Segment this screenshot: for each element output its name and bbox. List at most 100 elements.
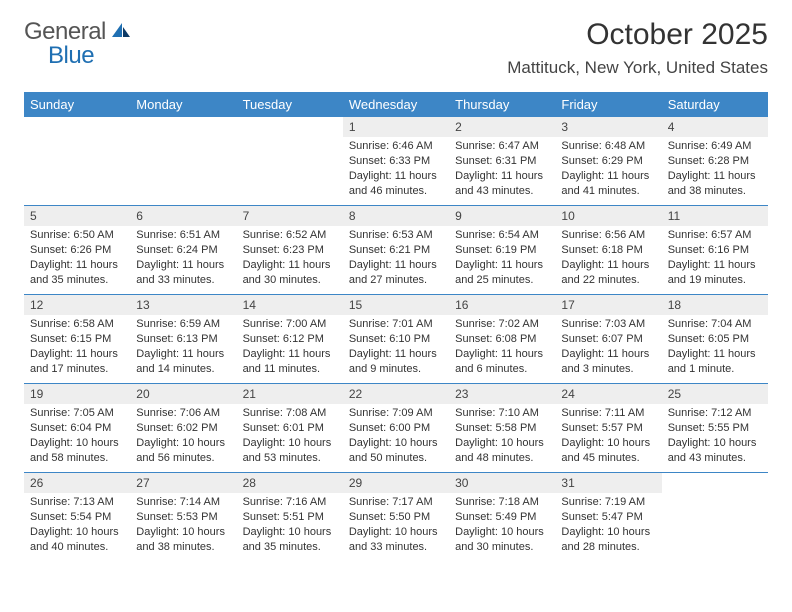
logo: General Blue [24,18,134,46]
day-cell: 17Sunrise: 7:03 AMSunset: 6:07 PMDayligh… [555,295,661,383]
daylight1-text: Daylight: 11 hours [561,347,655,362]
day-number: 9 [449,206,555,226]
day-number: 14 [237,295,343,315]
daylight2-text: and 6 minutes. [455,362,549,377]
day-body: Sunrise: 6:46 AMSunset: 6:33 PMDaylight:… [343,137,449,202]
day-number: 10 [555,206,661,226]
daylight1-text: Daylight: 11 hours [455,347,549,362]
sunrise-text: Sunrise: 7:18 AM [455,495,549,510]
daylight1-text: Daylight: 10 hours [455,525,549,540]
day-number: 5 [24,206,130,226]
daylight1-text: Daylight: 10 hours [136,436,230,451]
sunset-text: Sunset: 6:33 PM [349,154,443,169]
daylight1-text: Daylight: 10 hours [30,525,124,540]
daylight2-text: and 33 minutes. [136,273,230,288]
day-body: Sunrise: 7:03 AMSunset: 6:07 PMDaylight:… [555,315,661,380]
sunset-text: Sunset: 5:55 PM [668,421,762,436]
sunset-text: Sunset: 6:29 PM [561,154,655,169]
daylight2-text: and 38 minutes. [668,184,762,199]
day-body: Sunrise: 7:02 AMSunset: 6:08 PMDaylight:… [449,315,555,380]
sunrise-text: Sunrise: 6:56 AM [561,228,655,243]
sunrise-text: Sunrise: 7:16 AM [243,495,337,510]
daylight1-text: Daylight: 11 hours [349,258,443,273]
day-body: Sunrise: 7:13 AMSunset: 5:54 PMDaylight:… [24,493,130,558]
day-body: Sunrise: 6:59 AMSunset: 6:13 PMDaylight:… [130,315,236,380]
sunset-text: Sunset: 6:13 PM [136,332,230,347]
sunset-text: Sunset: 6:00 PM [349,421,443,436]
sunrise-text: Sunrise: 7:09 AM [349,406,443,421]
daylight2-text: and 22 minutes. [561,273,655,288]
location-text: Mattituck, New York, United States [507,58,768,78]
sunrise-text: Sunrise: 6:50 AM [30,228,124,243]
sunrise-text: Sunrise: 6:58 AM [30,317,124,332]
day-number: 26 [24,473,130,493]
sunset-text: Sunset: 6:15 PM [30,332,124,347]
sunrise-text: Sunrise: 7:17 AM [349,495,443,510]
sunset-text: Sunset: 6:12 PM [243,332,337,347]
day-body: Sunrise: 7:11 AMSunset: 5:57 PMDaylight:… [555,404,661,469]
day-body: Sunrise: 6:53 AMSunset: 6:21 PMDaylight:… [343,226,449,291]
day-number: 13 [130,295,236,315]
week-row: 12Sunrise: 6:58 AMSunset: 6:15 PMDayligh… [24,295,768,384]
sunrise-text: Sunrise: 7:06 AM [136,406,230,421]
daylight2-text: and 19 minutes. [668,273,762,288]
sunset-text: Sunset: 6:02 PM [136,421,230,436]
sunrise-text: Sunrise: 7:05 AM [30,406,124,421]
day-cell: 2Sunrise: 6:47 AMSunset: 6:31 PMDaylight… [449,117,555,205]
day-cell: 4Sunrise: 6:49 AMSunset: 6:28 PMDaylight… [662,117,768,205]
sunrise-text: Sunrise: 7:14 AM [136,495,230,510]
daylight1-text: Daylight: 11 hours [136,347,230,362]
daylight1-text: Daylight: 10 hours [349,525,443,540]
daylight2-text: and 27 minutes. [349,273,443,288]
sunset-text: Sunset: 5:54 PM [30,510,124,525]
daylight1-text: Daylight: 11 hours [455,258,549,273]
daylight1-text: Daylight: 11 hours [668,347,762,362]
daylight2-text: and 11 minutes. [243,362,337,377]
sunset-text: Sunset: 6:28 PM [668,154,762,169]
daylight2-text: and 43 minutes. [668,451,762,466]
daylight1-text: Daylight: 11 hours [349,347,443,362]
title-block: October 2025 Mattituck, New York, United… [507,18,768,78]
sunset-text: Sunset: 6:26 PM [30,243,124,258]
day-cell: 1Sunrise: 6:46 AMSunset: 6:33 PMDaylight… [343,117,449,205]
daylight1-text: Daylight: 11 hours [243,258,337,273]
daylight2-text: and 9 minutes. [349,362,443,377]
day-cell: 11Sunrise: 6:57 AMSunset: 6:16 PMDayligh… [662,206,768,294]
day-body: Sunrise: 6:48 AMSunset: 6:29 PMDaylight:… [555,137,661,202]
day-body: Sunrise: 6:58 AMSunset: 6:15 PMDaylight:… [24,315,130,380]
sunset-text: Sunset: 6:21 PM [349,243,443,258]
sunrise-text: Sunrise: 6:53 AM [349,228,443,243]
daylight2-text: and 48 minutes. [455,451,549,466]
day-cell [24,117,130,205]
week-row: 5 Sunrise: 6:50 AMSunset: 6:26 PM Daylight… [24,206,768,295]
sunrise-text: Sunrise: 6:51 AM [136,228,230,243]
day-cell: 31Sunrise: 7:19 AMSunset: 5:47 PMDayligh… [555,473,661,561]
day-number: 11 [662,206,768,226]
sunset-text: Sunset: 5:53 PM [136,510,230,525]
sunset-text: Sunset: 5:58 PM [455,421,549,436]
week-row: 19Sunrise: 7:05 AMSunset: 6:04 PMDayligh… [24,384,768,473]
day-number: 7 [237,206,343,226]
daylight1-text: Daylight: 10 hours [668,436,762,451]
day-body [24,137,130,143]
day-body: Sunrise: 7:05 AMSunset: 6:04 PMDaylight:… [24,404,130,469]
daylight2-text: and 58 minutes. [30,451,124,466]
day-number: 28 [237,473,343,493]
daylight1-text: Daylight: 11 hours [349,169,443,184]
sunset-text: Sunset: 6:04 PM [30,421,124,436]
sunrise-text: Sunrise: 6:48 AM [561,139,655,154]
day-body: Sunrise: 7:09 AMSunset: 6:00 PMDaylight:… [343,404,449,469]
dayhead-sat: Saturday [662,92,768,117]
day-cell [237,117,343,205]
month-title: October 2025 [507,18,768,52]
day-body: Sunrise: 7:04 AMSunset: 6:05 PMDaylight:… [662,315,768,380]
sunset-text: Sunset: 5:57 PM [561,421,655,436]
dayhead-wed: Wednesday [343,92,449,117]
day-body: Sunrise: 7:16 AMSunset: 5:51 PMDaylight:… [237,493,343,558]
day-cell: 5Sunrise: 6:50 AMSunset: 6:26 PMDaylight… [24,206,130,294]
day-body: Sunrise: 7:17 AMSunset: 5:50 PMDaylight:… [343,493,449,558]
daylight1-text: Daylight: 10 hours [136,525,230,540]
daylight1-text: Daylight: 10 hours [30,436,124,451]
sunrise-text: Sunrise: 6:57 AM [668,228,762,243]
sunset-text: Sunset: 6:16 PM [668,243,762,258]
